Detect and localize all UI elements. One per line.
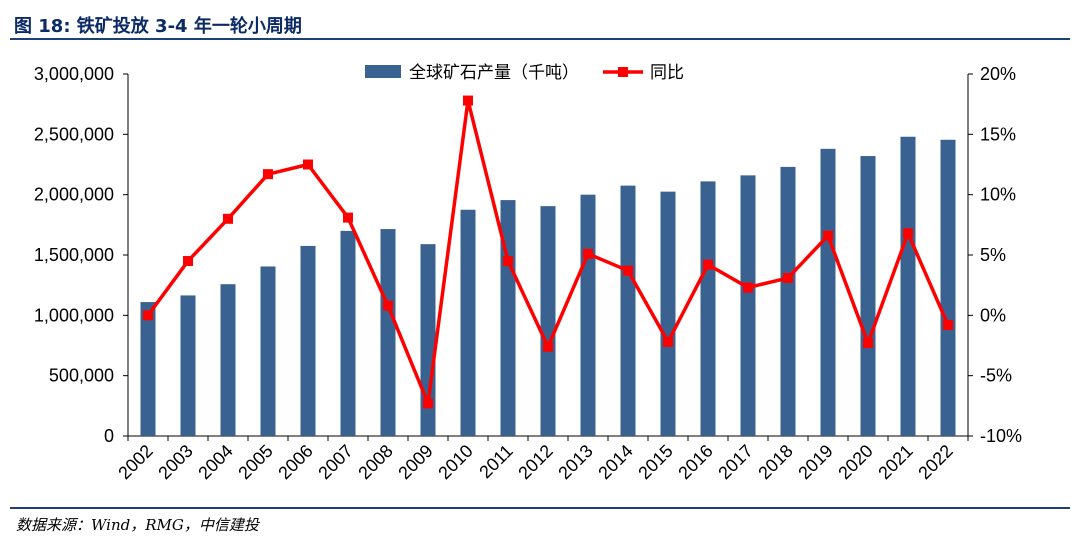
legend-line-marker bbox=[618, 67, 628, 77]
x-axis-tick-label: 2007 bbox=[314, 441, 356, 483]
yoy-point bbox=[703, 259, 713, 270]
x-axis-tick-label: 2018 bbox=[754, 441, 796, 483]
footer-rule bbox=[10, 507, 1070, 509]
bar bbox=[140, 302, 156, 436]
left-axis-tick-label: 500,000 bbox=[49, 366, 114, 386]
yoy-point bbox=[423, 398, 433, 409]
bar bbox=[940, 139, 956, 436]
bar bbox=[220, 284, 236, 436]
bar bbox=[180, 295, 196, 436]
x-axis-tick-label: 2004 bbox=[194, 441, 236, 483]
bar bbox=[860, 156, 876, 436]
x-axis-tick-label: 2005 bbox=[234, 441, 276, 483]
bar bbox=[780, 166, 796, 436]
x-axis-tick-label: 2011 bbox=[475, 441, 517, 483]
left-axis-tick-label: 1,500,000 bbox=[34, 245, 114, 265]
bar bbox=[820, 148, 836, 436]
yoy-point bbox=[663, 336, 673, 347]
left-axis-tick-label: 0 bbox=[104, 426, 114, 446]
title-rule bbox=[10, 38, 1070, 40]
x-axis-tick-label: 2016 bbox=[674, 441, 716, 483]
x-axis-tick-label: 2008 bbox=[354, 441, 396, 483]
yoy-point bbox=[903, 228, 913, 239]
yoy-point bbox=[623, 265, 633, 276]
yoy-point bbox=[343, 212, 353, 223]
yoy-point bbox=[463, 95, 473, 106]
bar bbox=[740, 175, 756, 437]
yoy-point bbox=[583, 248, 593, 259]
yoy-point bbox=[863, 338, 873, 349]
yoy-point bbox=[143, 310, 153, 321]
legend-bar-swatch bbox=[365, 65, 401, 78]
bar bbox=[900, 136, 916, 436]
x-axis-tick-label: 2002 bbox=[114, 441, 156, 483]
right-axis-tick-label: 0% bbox=[980, 305, 1006, 325]
bar bbox=[620, 185, 636, 436]
x-axis-tick-label: 2017 bbox=[714, 441, 756, 483]
x-axis-tick-label: 2014 bbox=[594, 441, 636, 483]
x-axis-tick-label: 2022 bbox=[914, 441, 956, 483]
yoy-point bbox=[543, 341, 553, 352]
x-axis-tick-label: 2013 bbox=[554, 441, 596, 483]
yoy-point bbox=[503, 256, 513, 267]
bar bbox=[460, 209, 476, 436]
bar bbox=[340, 230, 356, 436]
right-axis-tick-label: 15% bbox=[980, 124, 1016, 144]
left-axis-tick-label: 1,000,000 bbox=[34, 305, 114, 325]
x-axis-tick-label: 2010 bbox=[434, 441, 476, 483]
legend-line-label: 同比 bbox=[650, 63, 684, 83]
legend-bar-label: 全球矿石产量（千吨） bbox=[409, 63, 579, 83]
bar bbox=[700, 181, 716, 436]
yoy-point bbox=[303, 159, 313, 170]
bar bbox=[380, 229, 396, 436]
bar bbox=[660, 191, 676, 436]
yoy-point bbox=[383, 300, 393, 311]
x-axis-tick-label: 2003 bbox=[154, 441, 196, 483]
bar bbox=[300, 245, 316, 436]
left-axis-tick-label: 3,000,000 bbox=[34, 64, 114, 84]
right-axis-tick-label: 20% bbox=[980, 64, 1016, 84]
right-axis-tick-label: 10% bbox=[980, 185, 1016, 205]
x-axis-tick-label: 2009 bbox=[394, 441, 436, 483]
yoy-point bbox=[823, 230, 833, 241]
bar bbox=[580, 194, 596, 436]
yoy-point bbox=[223, 213, 233, 224]
x-axis-tick-label: 2012 bbox=[514, 441, 556, 483]
left-axis-tick-label: 2,500,000 bbox=[34, 124, 114, 144]
source-note: 数据来源：Wind，RMG，中信建投 bbox=[16, 516, 259, 534]
chart: 0 500,000 1,000,000 1,500,000 2,000,000 2,500… bbox=[34, 63, 1022, 483]
yoy-point bbox=[263, 169, 273, 180]
left-axis-tick-label: 2,000,000 bbox=[34, 185, 114, 205]
yoy-point bbox=[783, 272, 793, 283]
right-axis-tick-label: -10% bbox=[980, 426, 1022, 446]
yoy-point bbox=[743, 282, 753, 293]
right-axis-tick-label: 5% bbox=[980, 245, 1006, 265]
x-axis-tick-label: 2015 bbox=[634, 441, 676, 483]
bar bbox=[540, 206, 556, 436]
yoy-point bbox=[943, 319, 953, 330]
right-axis-tick-label: -5% bbox=[980, 366, 1012, 386]
figure-title: 图 18: 铁矿投放 3-4 年一轮小周期 bbox=[14, 16, 302, 37]
x-axis-tick-label: 2020 bbox=[834, 441, 876, 483]
bar bbox=[260, 266, 276, 436]
x-axis-tick-label: 2021 bbox=[874, 441, 916, 483]
x-axis-tick-label: 2019 bbox=[794, 441, 836, 483]
yoy-point bbox=[183, 256, 193, 267]
x-axis-tick-label: 2006 bbox=[274, 441, 316, 483]
